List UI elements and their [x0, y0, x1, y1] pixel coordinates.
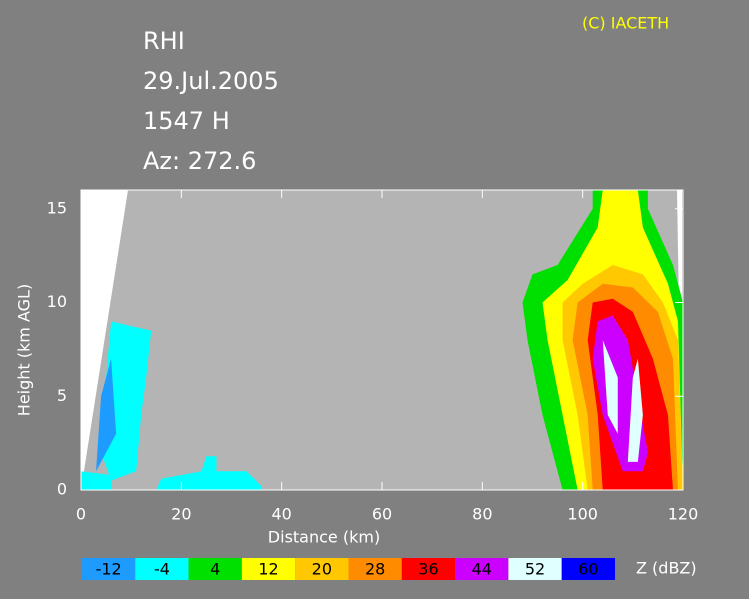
colorbar-swatch	[455, 558, 509, 580]
x-tick-label: 40	[271, 505, 291, 524]
blind-zone	[677, 190, 682, 310]
y-tick-label: 0	[57, 480, 67, 499]
colorbar-label: 44	[472, 560, 492, 579]
colorbar-swatch	[135, 558, 189, 580]
x-tick-label: 20	[171, 505, 191, 524]
colorbar-swatch	[561, 558, 615, 580]
title-line: 1547 H	[143, 107, 230, 135]
title-line: Az: 272.6	[143, 147, 256, 175]
x-tick-label: 80	[472, 505, 492, 524]
colorbar-label: 28	[365, 560, 385, 579]
credit: (C) IACETH	[582, 14, 669, 33]
colorbar-label: 36	[418, 560, 438, 579]
colorbar-swatch	[82, 558, 136, 580]
colorbar-label: 4	[210, 560, 220, 579]
y-tick-label: 5	[57, 386, 67, 405]
colorbar-swatch	[295, 558, 349, 580]
colorbar-label: 20	[312, 560, 332, 579]
colorbar-swatch	[241, 558, 296, 580]
echo	[101, 321, 152, 481]
colorbar-label: 12	[258, 560, 278, 579]
echo	[602, 340, 618, 434]
colorbar-swatch	[401, 558, 456, 580]
echo	[96, 358, 117, 472]
colorbar-swatch	[188, 558, 242, 580]
y-axis-label: Height (km AGL)	[15, 284, 34, 416]
x-tick-label: 60	[372, 505, 392, 524]
title-line: 29.Jul.2005	[143, 67, 279, 95]
colorbar-label: -12	[96, 560, 122, 579]
colorbar-label: 60	[578, 560, 598, 579]
x-tick-label: 120	[668, 505, 699, 524]
y-tick-label: 10	[47, 292, 67, 311]
colorbar-label: 52	[525, 560, 545, 579]
echo	[156, 456, 262, 490]
blind-zone	[81, 190, 128, 490]
title-line: RHI	[143, 27, 185, 55]
x-axis-label: Distance (km)	[268, 528, 380, 547]
colorbar-title: Z (dBZ)	[636, 559, 697, 578]
y-tick-label: 15	[47, 198, 67, 217]
colorbar-label: -4	[154, 560, 170, 579]
x-tick-label: 100	[567, 505, 598, 524]
colorbar-swatch	[508, 558, 562, 580]
echo	[627, 358, 643, 462]
echo	[81, 471, 112, 490]
x-tick-label: 0	[76, 505, 86, 524]
colorbar-swatch	[348, 558, 402, 580]
